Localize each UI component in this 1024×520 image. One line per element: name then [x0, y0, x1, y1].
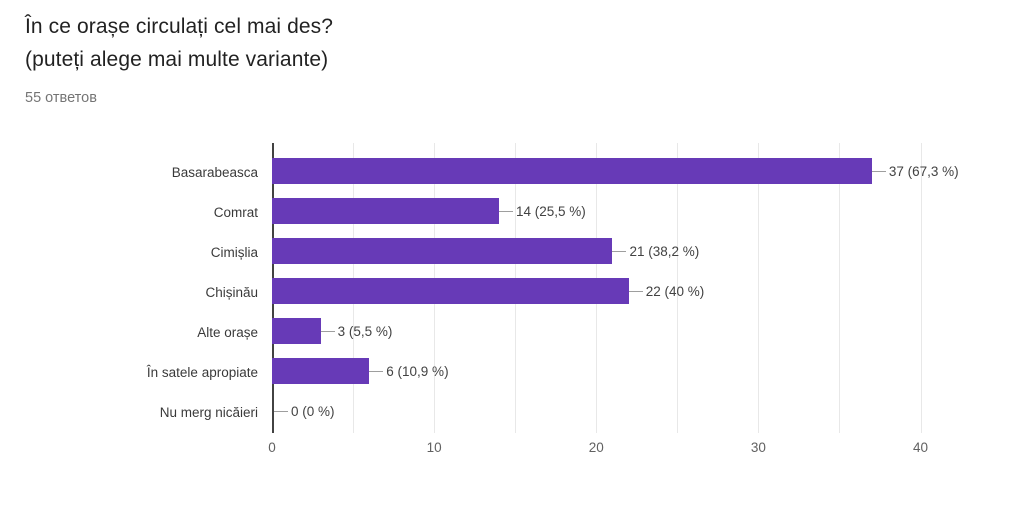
bar-5 — [272, 358, 370, 384]
question-title-line2: (puteți alege mai multe variante) — [25, 48, 329, 71]
x-tick-30: 30 — [750, 440, 766, 455]
annotation-connector — [612, 250, 627, 252]
question-title-line1: În ce orașe circulați cel mai des? — [25, 15, 334, 38]
x-tick-40: 40 — [913, 440, 929, 455]
value-label: 6 (10,9 %) — [386, 364, 449, 379]
bar-3 — [272, 278, 629, 304]
annotation-connector — [369, 370, 384, 372]
x-tick-10: 10 — [426, 440, 442, 455]
value-label: 3 (5,5 %) — [337, 324, 393, 339]
gridline-25 — [677, 143, 679, 433]
x-tick-20: 20 — [588, 440, 604, 455]
gridline-35 — [839, 143, 841, 433]
category-label: Nu merg nicăieri — [159, 405, 258, 420]
bar-chart: Basarabeasca 37 (67,3 %) Comrat 14 (25,5 %)… — [0, 143, 1024, 483]
x-tick-0: 0 — [268, 440, 276, 455]
category-label: Alte orașe — [197, 325, 258, 340]
value-label: 21 (38,2 %) — [629, 244, 700, 259]
category-label: Basarabeasca — [171, 165, 258, 180]
category-label: În satele apropiate — [146, 365, 258, 380]
category-label: Comrat — [213, 205, 258, 220]
category-label: Chișinău — [205, 285, 258, 300]
annotation-connector — [871, 170, 886, 172]
gridline-30 — [758, 143, 760, 433]
bar-1 — [272, 198, 499, 224]
value-label: 14 (25,5 %) — [515, 204, 586, 219]
annotation-connector — [498, 210, 513, 212]
category-label: Cimișlia — [210, 245, 258, 260]
bar-4 — [272, 318, 321, 344]
gridline-40 — [920, 143, 922, 433]
value-label: 22 (40 %) — [645, 284, 705, 299]
annotation-connector — [274, 410, 288, 412]
bar-0 — [272, 158, 872, 184]
responses-count: 55 ответов — [25, 90, 97, 106]
bar-2 — [272, 238, 613, 264]
value-label: 0 (0 %) — [291, 404, 335, 419]
annotation-connector — [320, 330, 335, 332]
annotation-connector — [628, 290, 643, 292]
question-title: În ce orașe circulați cel mai des? (pute… — [25, 10, 333, 76]
value-label: 37 (67,3 %) — [888, 164, 959, 179]
